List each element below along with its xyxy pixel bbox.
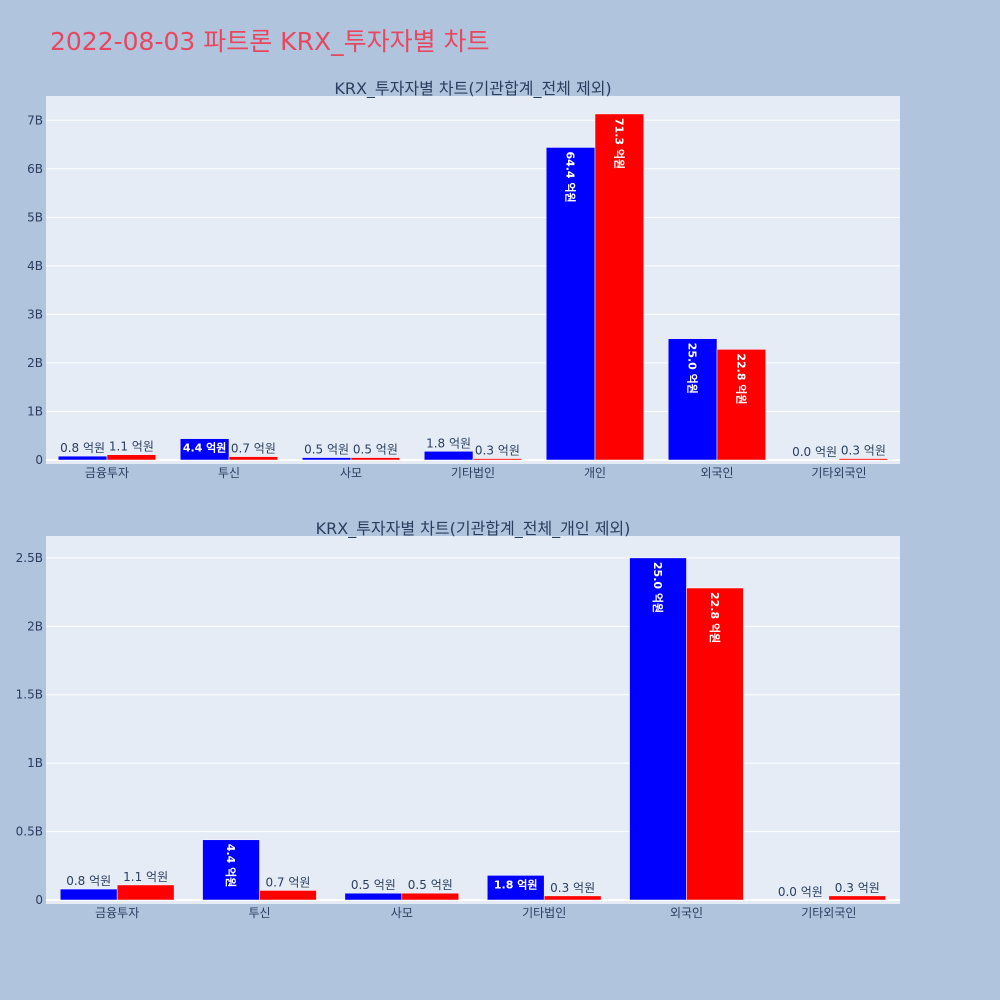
- data-label: 1.8 억원: [494, 877, 538, 891]
- bar: [686, 587, 744, 901]
- bar: [106, 454, 157, 461]
- x-tick-label: 기타법인: [451, 466, 495, 480]
- x-tick-label: 투신: [218, 466, 240, 480]
- y-tick-label: 7B: [27, 113, 43, 127]
- data-label: 1.8 억원: [426, 436, 471, 450]
- page-title: 2022-08-03 파트론 KRX_투자자별 차트: [50, 27, 490, 56]
- bar: [543, 895, 602, 901]
- data-label: 0.5 억원: [353, 443, 398, 457]
- y-tick-label: 2B: [27, 619, 43, 633]
- x-tick-label: 사모: [340, 466, 362, 480]
- bar: [486, 875, 545, 901]
- bar: [472, 458, 523, 461]
- data-label: 22.8 억원: [734, 353, 748, 404]
- data-label: 4.4 억원: [183, 441, 227, 455]
- y-tick-label: 1.5B: [16, 688, 43, 702]
- bar: [116, 884, 175, 901]
- data-label: 4.4 억원: [224, 844, 238, 888]
- data-label: 0.5 억원: [351, 878, 396, 892]
- x-tick-label: 금융투자: [95, 906, 139, 920]
- x-tick-label: 개인: [584, 466, 606, 480]
- plot-area: [46, 96, 900, 464]
- y-tick-label: 1B: [27, 756, 43, 770]
- bar: [301, 457, 352, 461]
- bar: [202, 839, 260, 901]
- data-label: 0.7 억원: [231, 442, 276, 456]
- y-tick-label: 5B: [27, 210, 43, 224]
- x-tick-label: 외국인: [670, 906, 703, 920]
- bar: [401, 892, 460, 901]
- y-tick-label: 1B: [27, 404, 43, 418]
- y-tick-label: 0: [35, 453, 43, 467]
- chart-title: KRX_투자자별 차트(기관합계_전체 제외): [334, 79, 611, 99]
- bar: [667, 338, 718, 461]
- x-tick-label: 금융투자: [85, 466, 129, 480]
- x-tick-label: 기타외국인: [811, 466, 866, 480]
- data-label: 0.0 억원: [792, 445, 837, 459]
- y-tick-label: 2.5B: [16, 551, 43, 565]
- data-label: 25.0 억원: [651, 562, 665, 613]
- data-label: 0.8 억원: [60, 441, 105, 455]
- data-label: 25.0 억원: [686, 343, 700, 394]
- bar: [228, 456, 279, 461]
- data-label: 0.3 억원: [835, 881, 880, 895]
- x-tick-label: 투신: [248, 906, 270, 920]
- bar: [629, 557, 687, 901]
- bar: [59, 888, 118, 901]
- data-label: 22.8 억원: [708, 592, 722, 643]
- data-label: 71.3 억원: [612, 118, 626, 169]
- data-label: 0.7 억원: [265, 875, 310, 889]
- data-label: 1.1 억원: [109, 440, 154, 454]
- bar: [344, 892, 403, 901]
- y-tick-label: 0.5B: [16, 825, 43, 839]
- y-tick-label: 3B: [27, 307, 43, 321]
- y-tick-label: 4B: [27, 259, 43, 273]
- x-tick-label: 기타외국인: [801, 906, 856, 920]
- y-tick-label: 0: [35, 893, 43, 907]
- data-label: 0.3 억원: [841, 444, 886, 458]
- bar: [545, 147, 596, 461]
- data-label: 0.5 억원: [408, 878, 453, 892]
- data-label: 0.3 억원: [475, 444, 520, 458]
- bar: [716, 349, 767, 461]
- bar: [423, 451, 474, 461]
- data-label: 0.5 억원: [304, 443, 349, 457]
- data-label: 0.3 억원: [550, 881, 595, 895]
- bar: [57, 455, 108, 461]
- bar: [350, 457, 401, 461]
- chart-title: KRX_투자자별 차트(기관합계_전체_개인 제외): [316, 519, 631, 539]
- x-tick-label: 사모: [391, 906, 413, 920]
- data-label: 0.8 억원: [66, 874, 111, 888]
- x-tick-label: 기타법인: [522, 906, 566, 920]
- bar: [179, 438, 230, 461]
- data-label: 0.0 억원: [778, 885, 823, 899]
- y-tick-label: 6B: [27, 162, 43, 176]
- data-label: 64.4 억원: [564, 151, 578, 202]
- bar: [828, 895, 887, 901]
- bar: [594, 113, 645, 461]
- x-tick-label: 외국인: [700, 466, 733, 480]
- bar: [259, 890, 317, 901]
- data-label: 1.1 억원: [123, 870, 168, 884]
- plot-area: [46, 536, 900, 904]
- y-tick-label: 2B: [27, 356, 43, 370]
- bar: [838, 458, 889, 461]
